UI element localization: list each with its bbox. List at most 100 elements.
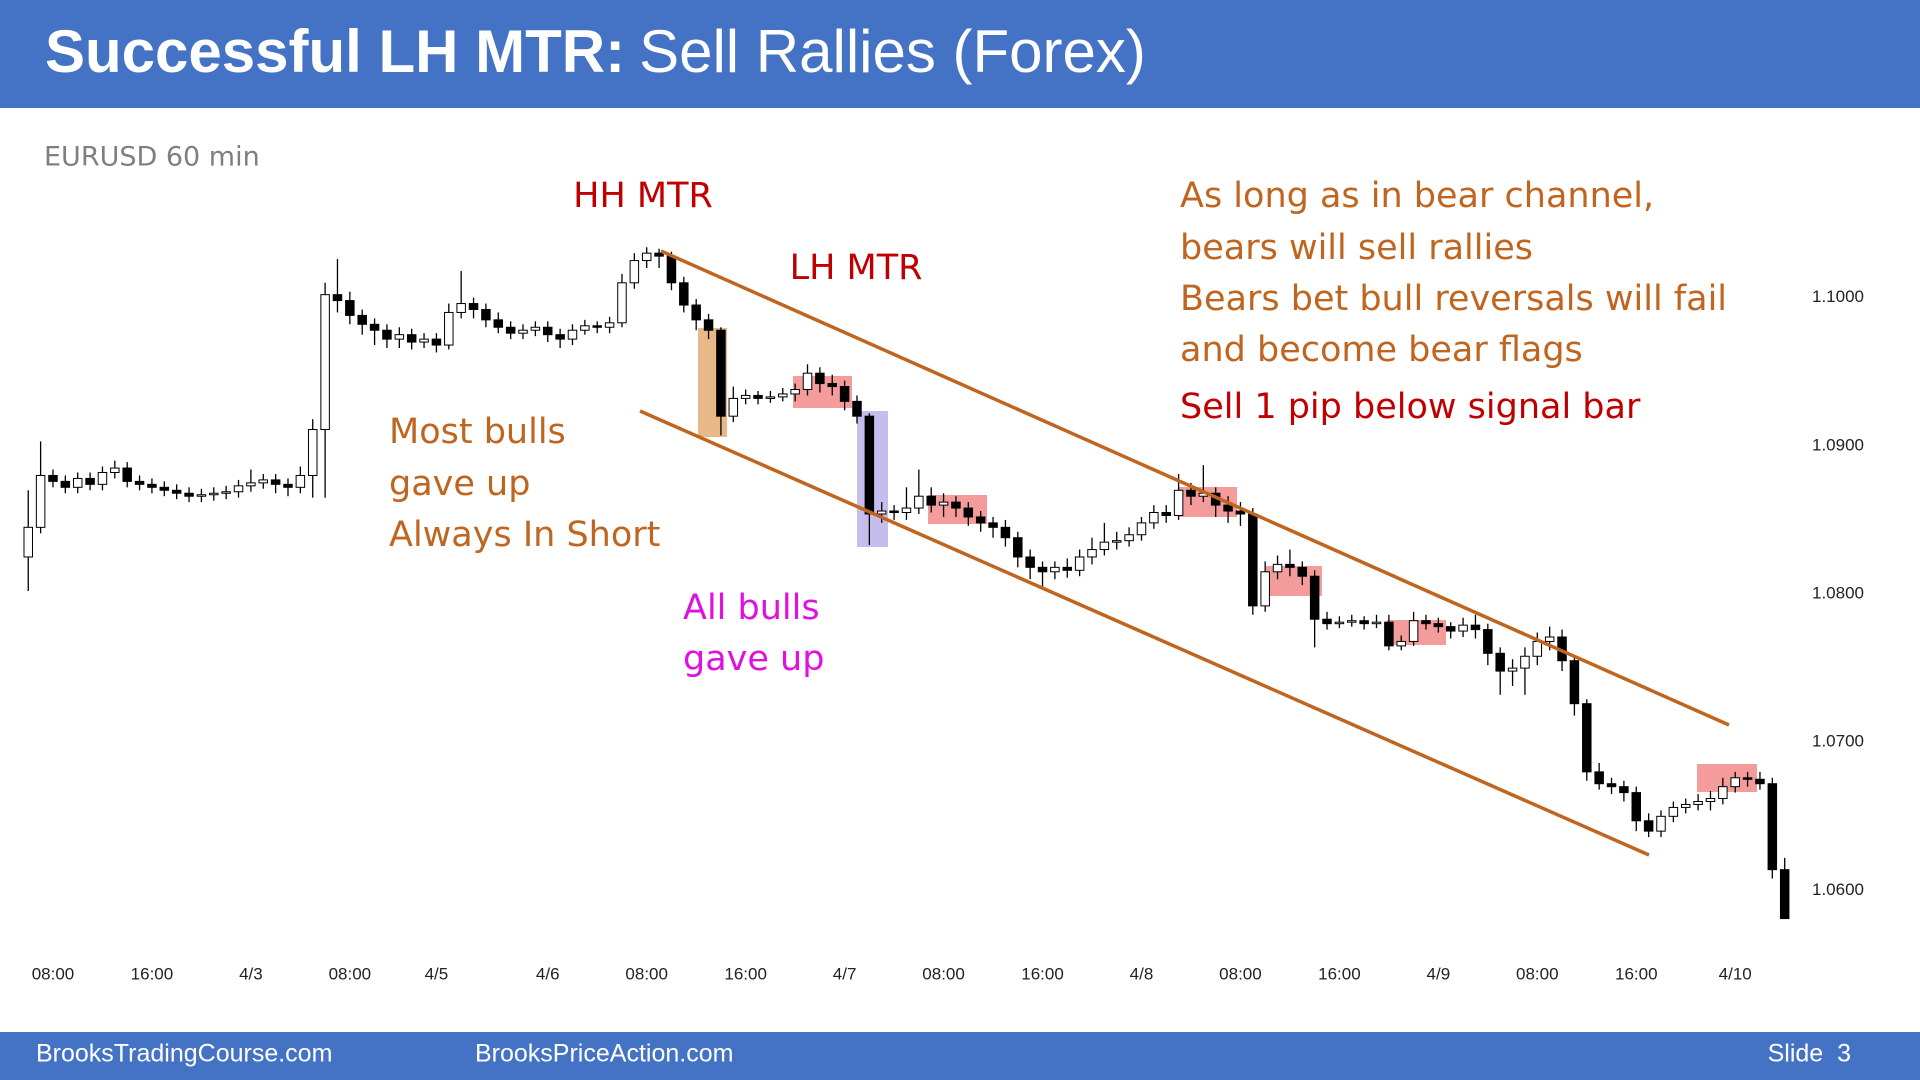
candle-body (209, 492, 219, 496)
candle-body (555, 334, 565, 340)
annotation: Always In Short (389, 515, 660, 555)
candle-body (110, 467, 120, 473)
candle-body (1718, 786, 1728, 800)
candle-body (134, 480, 145, 485)
candle-body (1544, 636, 1555, 642)
candle-body (1396, 640, 1406, 647)
annotation: HH MTR (573, 176, 713, 216)
candle-body (1767, 783, 1778, 871)
candle-body (1322, 618, 1332, 625)
candle-body (1384, 621, 1394, 647)
candle-body (1074, 556, 1085, 571)
candle-body (926, 495, 936, 506)
candle-body (691, 304, 701, 321)
candle-body (988, 522, 998, 528)
candle-body (431, 338, 442, 346)
candle-body (889, 510, 899, 514)
x-tick-label: 08:00 (1516, 964, 1559, 983)
x-tick-label: 16:00 (1318, 964, 1361, 983)
candle-body (1235, 510, 1246, 515)
candle-body (1619, 786, 1629, 794)
candle-body (716, 329, 726, 417)
candle-body (543, 326, 553, 336)
candle-body (1309, 575, 1320, 620)
candle-body (1260, 571, 1270, 607)
footer-text: BrooksPriceAction.com (475, 1040, 733, 1068)
candle-body (1371, 621, 1382, 625)
x-tick-label: 4/7 (833, 964, 857, 983)
x-tick-label: 16:00 (1021, 964, 1064, 983)
candle-body (505, 326, 516, 334)
candle-body (1124, 534, 1134, 542)
candle-body (1569, 660, 1580, 705)
candle-body (233, 485, 244, 493)
candle-body (1730, 777, 1740, 788)
candle-body (1483, 629, 1493, 654)
candle-body (728, 397, 739, 417)
candle-body (481, 308, 491, 321)
footer-text: BrooksTradingCourse.com (36, 1040, 332, 1068)
candle-body (1272, 563, 1283, 573)
candle-body (641, 252, 652, 262)
candle-body (1507, 667, 1518, 672)
candle-body (1705, 798, 1716, 803)
y-tick-label: 1.1000 (1812, 287, 1864, 306)
candle-body (1037, 566, 1048, 573)
annotation: LH MTR (790, 248, 923, 288)
x-tick-label: 16:00 (1615, 964, 1658, 983)
y-tick-label: 1.0900 (1812, 435, 1864, 454)
x-tick-label: 08:00 (1219, 964, 1262, 983)
candle-body (580, 325, 590, 331)
candle-body (419, 338, 429, 343)
candle-body (1173, 489, 1184, 516)
y-tick-label: 1.0800 (1812, 584, 1864, 603)
candle-body (1433, 623, 1444, 628)
candle-body (1532, 640, 1543, 657)
candle-body (1111, 540, 1122, 543)
candle-body (1025, 556, 1035, 568)
candle-body (1285, 563, 1295, 568)
x-tick-label: 16:00 (131, 964, 174, 983)
candle-body (493, 319, 504, 328)
title-bold: Successful LH MTR: (45, 18, 625, 85)
annotation: Bears bet bull reversals will fail (1180, 279, 1727, 319)
candle-body (1779, 869, 1790, 920)
annotation: All bulls (683, 588, 820, 628)
candle-body (951, 501, 961, 509)
x-tick-label: 4/3 (239, 964, 263, 983)
annotation: gave up (389, 464, 530, 504)
candle-body (592, 325, 602, 328)
candle-body (406, 334, 417, 343)
candle-body (1631, 792, 1642, 822)
candle-body (1000, 526, 1011, 539)
candle-body (1186, 489, 1196, 497)
candle-body (1013, 537, 1023, 558)
slide-number: Slide 3 (1768, 1040, 1851, 1068)
candle-body (468, 303, 479, 310)
x-tick-label: 4/9 (1427, 964, 1451, 983)
candle-body (394, 334, 405, 340)
candle-body (1680, 803, 1691, 808)
plot: 1.1000 1.0900 1.0800 1.0700 1.0600 08:00 16:00… (23, 247, 1864, 983)
candle-body (171, 489, 182, 494)
candle-body (876, 510, 887, 515)
candle-body (1520, 655, 1530, 669)
candle-body (369, 323, 380, 331)
y-tick-label: 1.0600 (1812, 880, 1864, 899)
candle-body (753, 394, 763, 399)
candle-body (1161, 512, 1171, 516)
candle-body (270, 479, 281, 485)
candle-body (85, 477, 95, 485)
x-tick-label: 08:00 (329, 964, 372, 983)
candle-body (332, 294, 343, 302)
candle-body (1347, 620, 1357, 623)
candle-body (1693, 801, 1703, 805)
candle-body (567, 329, 578, 340)
candle-body (790, 389, 800, 395)
candle-body (852, 400, 862, 417)
title-rest: Sell Rallies (Forex) (639, 18, 1146, 85)
candle-body (1668, 806, 1679, 817)
candle-body (307, 429, 318, 476)
candle-body (382, 329, 392, 340)
